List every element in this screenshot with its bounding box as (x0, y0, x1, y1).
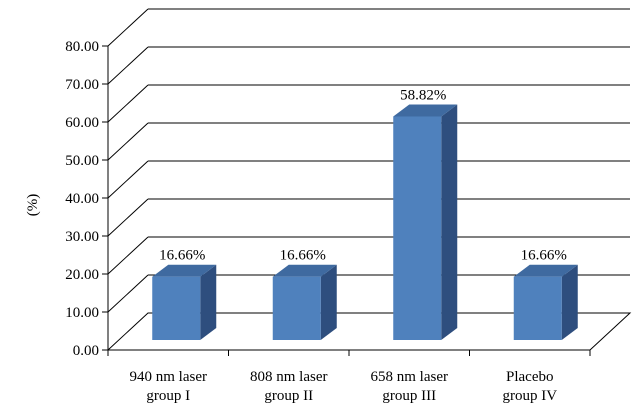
bar-front (513, 276, 562, 340)
gridlines (107, 8, 630, 313)
category-label: 658 nm laser (371, 369, 448, 385)
category-label: group III (382, 388, 436, 404)
y-tick-label: 70.00 (65, 77, 99, 93)
bar-side (561, 264, 578, 340)
category-label: group I (146, 388, 190, 404)
gridline-diagonal (107, 122, 149, 161)
bar (513, 264, 578, 340)
gridline-diagonal (107, 236, 149, 275)
category-labels: 940 nm laser group I 808 nm laser group II 6… (130, 369, 558, 404)
bar-front (272, 276, 321, 340)
gridline-diagonal (107, 160, 149, 199)
bar-top (513, 264, 578, 277)
bar-side (200, 264, 217, 340)
y-tick-label: 20.00 (65, 267, 99, 283)
bar-front (393, 116, 442, 340)
y-tick-label: 80.00 (65, 39, 99, 55)
category-label: Placebo (506, 369, 553, 385)
bar-side (320, 264, 337, 340)
bar (393, 104, 458, 340)
bar-front (152, 276, 201, 340)
y-axis-label: (%) (25, 194, 41, 217)
y-tick-label: 60.00 (65, 115, 99, 131)
data-labels: 16.66% 16.66% 58.82% 16.66% (159, 87, 567, 263)
data-label: 16.66% (521, 248, 567, 264)
bar-top (152, 264, 217, 277)
bar (152, 264, 217, 340)
category-label: 940 nm laser (130, 369, 207, 385)
y-tick-label: 50.00 (65, 153, 99, 169)
y-tick-label: 40.00 (65, 191, 99, 207)
y-tick-labels: 0.00 10.00 20.00 30.00 40.00 50.00 60.00 70.00 8… (65, 39, 99, 359)
axes (102, 45, 632, 356)
category-label: 808 nm laser (250, 369, 327, 385)
y-tick-label: 0.00 (73, 343, 99, 359)
data-label: 16.66% (280, 248, 326, 264)
bar-top (272, 264, 337, 277)
gridline-diagonal (107, 274, 149, 313)
data-label: 16.66% (159, 248, 205, 264)
gridline-diagonal (107, 198, 149, 237)
y-tick-label: 30.00 (65, 229, 99, 245)
chart-floor (107, 312, 632, 351)
gridline-diagonal (107, 84, 149, 123)
data-label: 58.82% (400, 87, 446, 103)
gridline-diagonal (107, 8, 149, 47)
y-tick-label: 10.00 (65, 305, 99, 321)
bar-top (393, 104, 458, 117)
bar-side (441, 104, 458, 340)
category-label: group II (264, 388, 313, 404)
gridline-diagonal (107, 46, 149, 85)
category-label: group IV (502, 388, 557, 404)
bar (272, 264, 337, 340)
bars (152, 104, 578, 340)
